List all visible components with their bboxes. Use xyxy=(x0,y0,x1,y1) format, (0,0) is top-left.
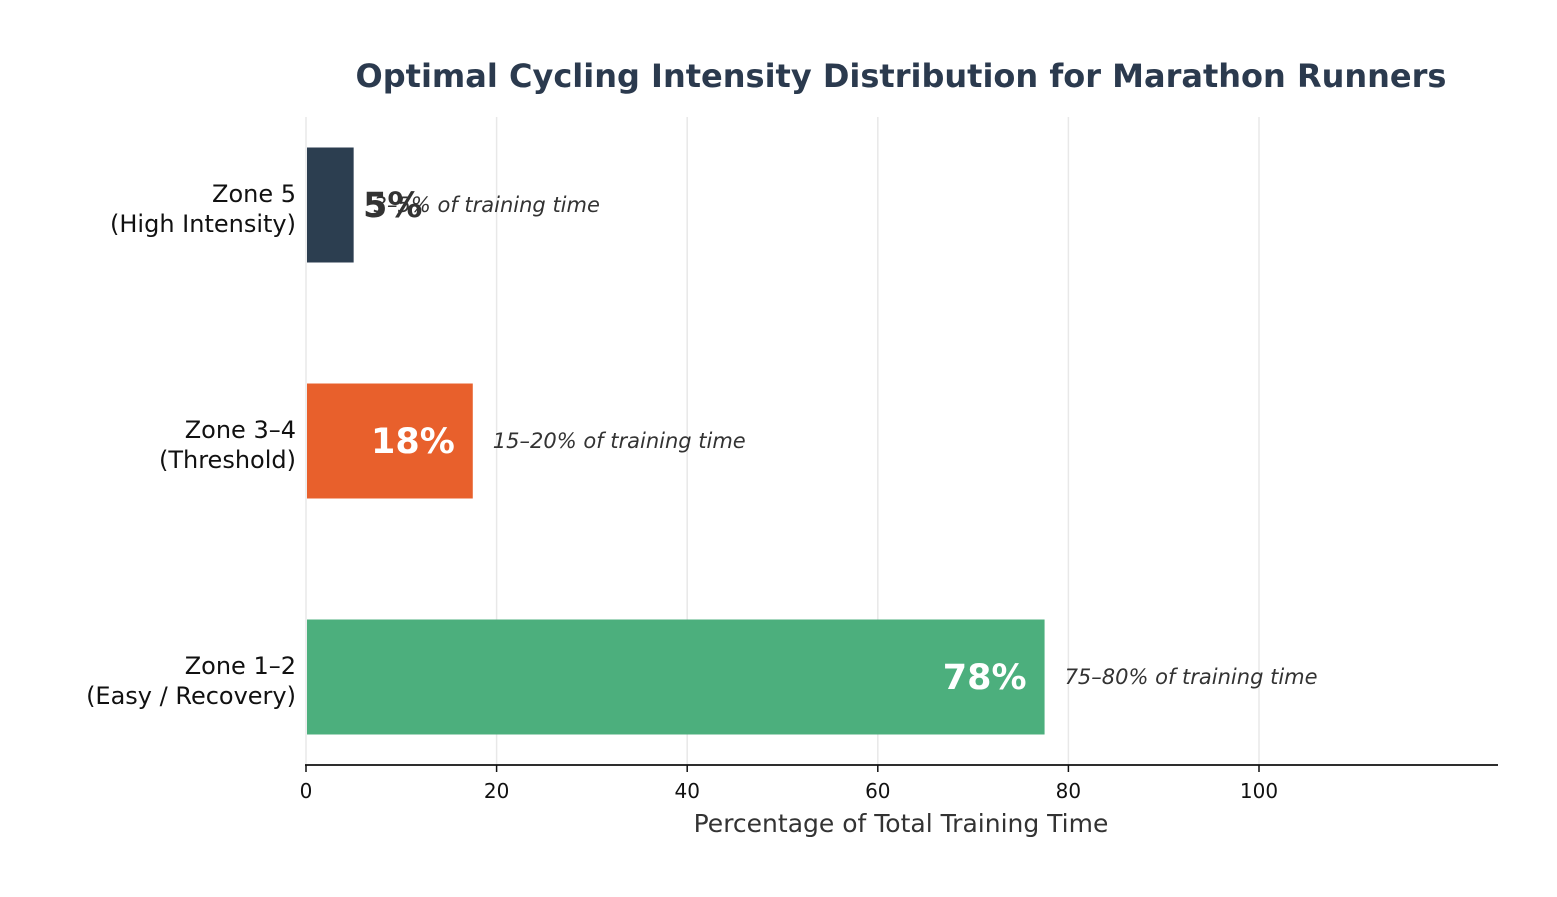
annotation-label: 3–5% of training time xyxy=(374,193,600,217)
bars xyxy=(307,147,1045,735)
category-label-line1: Zone 3–4 xyxy=(185,416,296,444)
value-label: 5% xyxy=(363,186,422,226)
x-tick-label: 80 xyxy=(1056,779,1081,803)
category-labels: Zone 1–2(Easy / Recovery) Zone 3–4(Thresh… xyxy=(86,180,296,710)
category-label-line1: Zone 5 xyxy=(212,180,296,208)
category-label-line2: (High Intensity) xyxy=(110,210,296,238)
value-label: 78% xyxy=(943,658,1027,698)
bar xyxy=(307,383,473,499)
category-label-line1: Zone 1–2 xyxy=(185,652,296,680)
x-tick-label: 0 xyxy=(300,779,313,803)
category-label-line2: (Easy / Recovery) xyxy=(86,682,296,710)
annotation-label: 75–80% of training time xyxy=(1065,665,1318,689)
grid-lines xyxy=(305,117,1260,765)
x-axis: 0 20 40 60 80 100 xyxy=(300,764,1498,803)
x-axis-label: Percentage of Total Training Time xyxy=(694,809,1109,838)
value-label: 18% xyxy=(371,422,455,462)
x-tick-label: 20 xyxy=(484,779,509,803)
x-tick-label: 60 xyxy=(865,779,890,803)
annotation-label: 15–20% of training time xyxy=(493,429,746,453)
x-tick-label: 40 xyxy=(674,779,699,803)
category-label-line2: (Threshold) xyxy=(159,446,296,474)
chart-title: Optimal Cycling Intensity Distribution f… xyxy=(356,57,1447,95)
bar xyxy=(307,619,1045,735)
bar-labels: 78% 75–80% of training time 18% 15–20% of t… xyxy=(363,186,1318,698)
bar xyxy=(307,147,354,263)
x-tick-label: 100 xyxy=(1240,779,1278,803)
